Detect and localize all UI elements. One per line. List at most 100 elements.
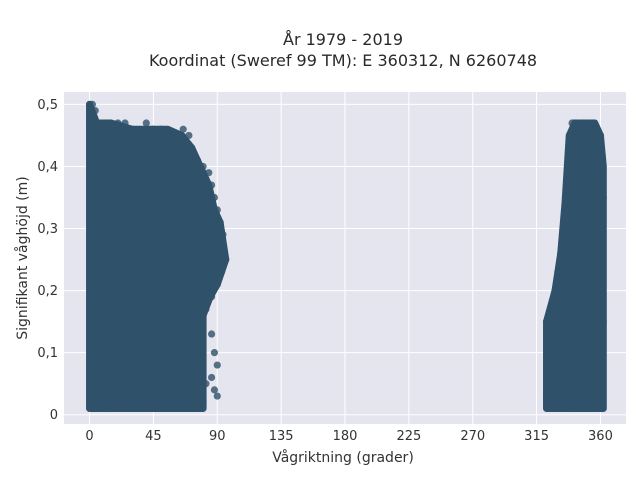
y-axis-title: Signifikant våghöjd (m) — [14, 176, 31, 339]
data-point — [585, 125, 593, 133]
data-point — [598, 286, 606, 295]
data-point — [545, 324, 553, 332]
data-point — [551, 286, 559, 295]
data-point — [554, 268, 562, 276]
data-point — [199, 311, 207, 320]
data-point — [90, 125, 98, 133]
data-point — [188, 144, 196, 152]
data-point — [117, 398, 125, 406]
data-point — [107, 119, 115, 127]
x-tick-label: 315 — [524, 429, 549, 444]
data-point — [554, 392, 562, 400]
data-point — [548, 355, 556, 363]
data-point — [114, 119, 122, 127]
data-point — [207, 373, 216, 382]
data-point — [210, 193, 219, 202]
data-point — [207, 330, 216, 338]
data-point — [599, 318, 607, 326]
x-tick-labels: 0 45 90 135 180 225 270 315 360 — [85, 429, 612, 444]
x-tick-label: 45 — [145, 429, 162, 444]
data-point — [596, 255, 605, 264]
x-tick-label: 0 — [85, 429, 93, 444]
data-point — [102, 404, 111, 413]
data-point — [210, 349, 219, 357]
x-axis-title: Vågriktning (grader) — [272, 449, 414, 466]
data-point — [596, 392, 605, 400]
data-point — [213, 361, 221, 369]
data-point — [205, 169, 213, 177]
data-point — [222, 255, 230, 264]
data-point — [168, 404, 176, 413]
y-tick-label: 0,1 — [37, 346, 58, 361]
data-point — [567, 131, 575, 140]
data-point — [142, 398, 150, 406]
data-point — [156, 125, 165, 133]
data-point — [571, 119, 579, 127]
data-point — [213, 280, 221, 288]
data-point — [213, 392, 221, 400]
data-point — [199, 398, 207, 406]
data-point — [142, 119, 150, 127]
data-point — [542, 318, 551, 326]
x-tick-label: 135 — [269, 429, 294, 444]
data-point — [135, 131, 143, 140]
data-point — [596, 349, 605, 357]
data-point — [598, 162, 606, 171]
data-point — [547, 380, 555, 388]
data-point — [216, 218, 224, 226]
data-point — [97, 125, 105, 133]
y-tick-label: 0,3 — [37, 222, 58, 237]
chart-title-line-2: Koordinat (Sweref 99 TM): E 360312, N 62… — [149, 51, 537, 70]
data-point — [207, 293, 216, 301]
data-point — [599, 193, 607, 202]
scatter-points — [85, 100, 607, 413]
data-point — [121, 119, 129, 127]
data-point — [596, 131, 605, 140]
data-point — [91, 107, 99, 115]
data-point — [575, 404, 583, 413]
data-point — [219, 231, 227, 239]
data-point — [179, 125, 187, 133]
data-point — [545, 361, 553, 369]
y-tick-label: 0,5 — [37, 98, 58, 113]
y-tick-label: 0,4 — [37, 160, 58, 175]
data-point — [193, 156, 202, 164]
data-point — [88, 100, 96, 109]
x-tick-label: 225 — [396, 429, 421, 444]
data-point — [594, 380, 602, 388]
data-point — [548, 305, 556, 313]
data-point — [185, 131, 193, 140]
data-point — [128, 125, 136, 133]
data-point — [202, 305, 210, 313]
data-point — [171, 398, 179, 406]
data-point — [557, 249, 565, 257]
data-point — [199, 162, 207, 171]
data-point — [185, 398, 193, 406]
data-point — [562, 200, 570, 208]
data-point — [565, 398, 573, 406]
x-tick-label: 360 — [588, 429, 613, 444]
data-point — [598, 224, 606, 233]
data-point — [589, 119, 597, 127]
data-point — [565, 162, 573, 171]
data-point — [207, 181, 216, 189]
data-point — [202, 380, 210, 388]
data-point — [217, 268, 226, 276]
data-point — [151, 404, 159, 413]
y-tick-labels: 0 0,1 0,2 0,3 0,4 0,5 — [37, 98, 58, 423]
data-point — [164, 131, 172, 140]
data-point — [85, 119, 94, 127]
data-point — [173, 131, 182, 140]
y-tick-label: 0,2 — [37, 284, 58, 299]
data-point — [579, 119, 588, 127]
data-point — [542, 392, 551, 400]
chart-title-line-1: År 1979 - 2019 — [283, 30, 403, 49]
data-point — [575, 125, 583, 133]
x-tick-label: 90 — [209, 429, 226, 444]
x-tick-label: 270 — [460, 429, 485, 444]
y-tick-label: 0 — [50, 408, 58, 423]
data-point — [149, 125, 158, 133]
data-point — [93, 392, 101, 400]
data-point — [213, 206, 221, 214]
